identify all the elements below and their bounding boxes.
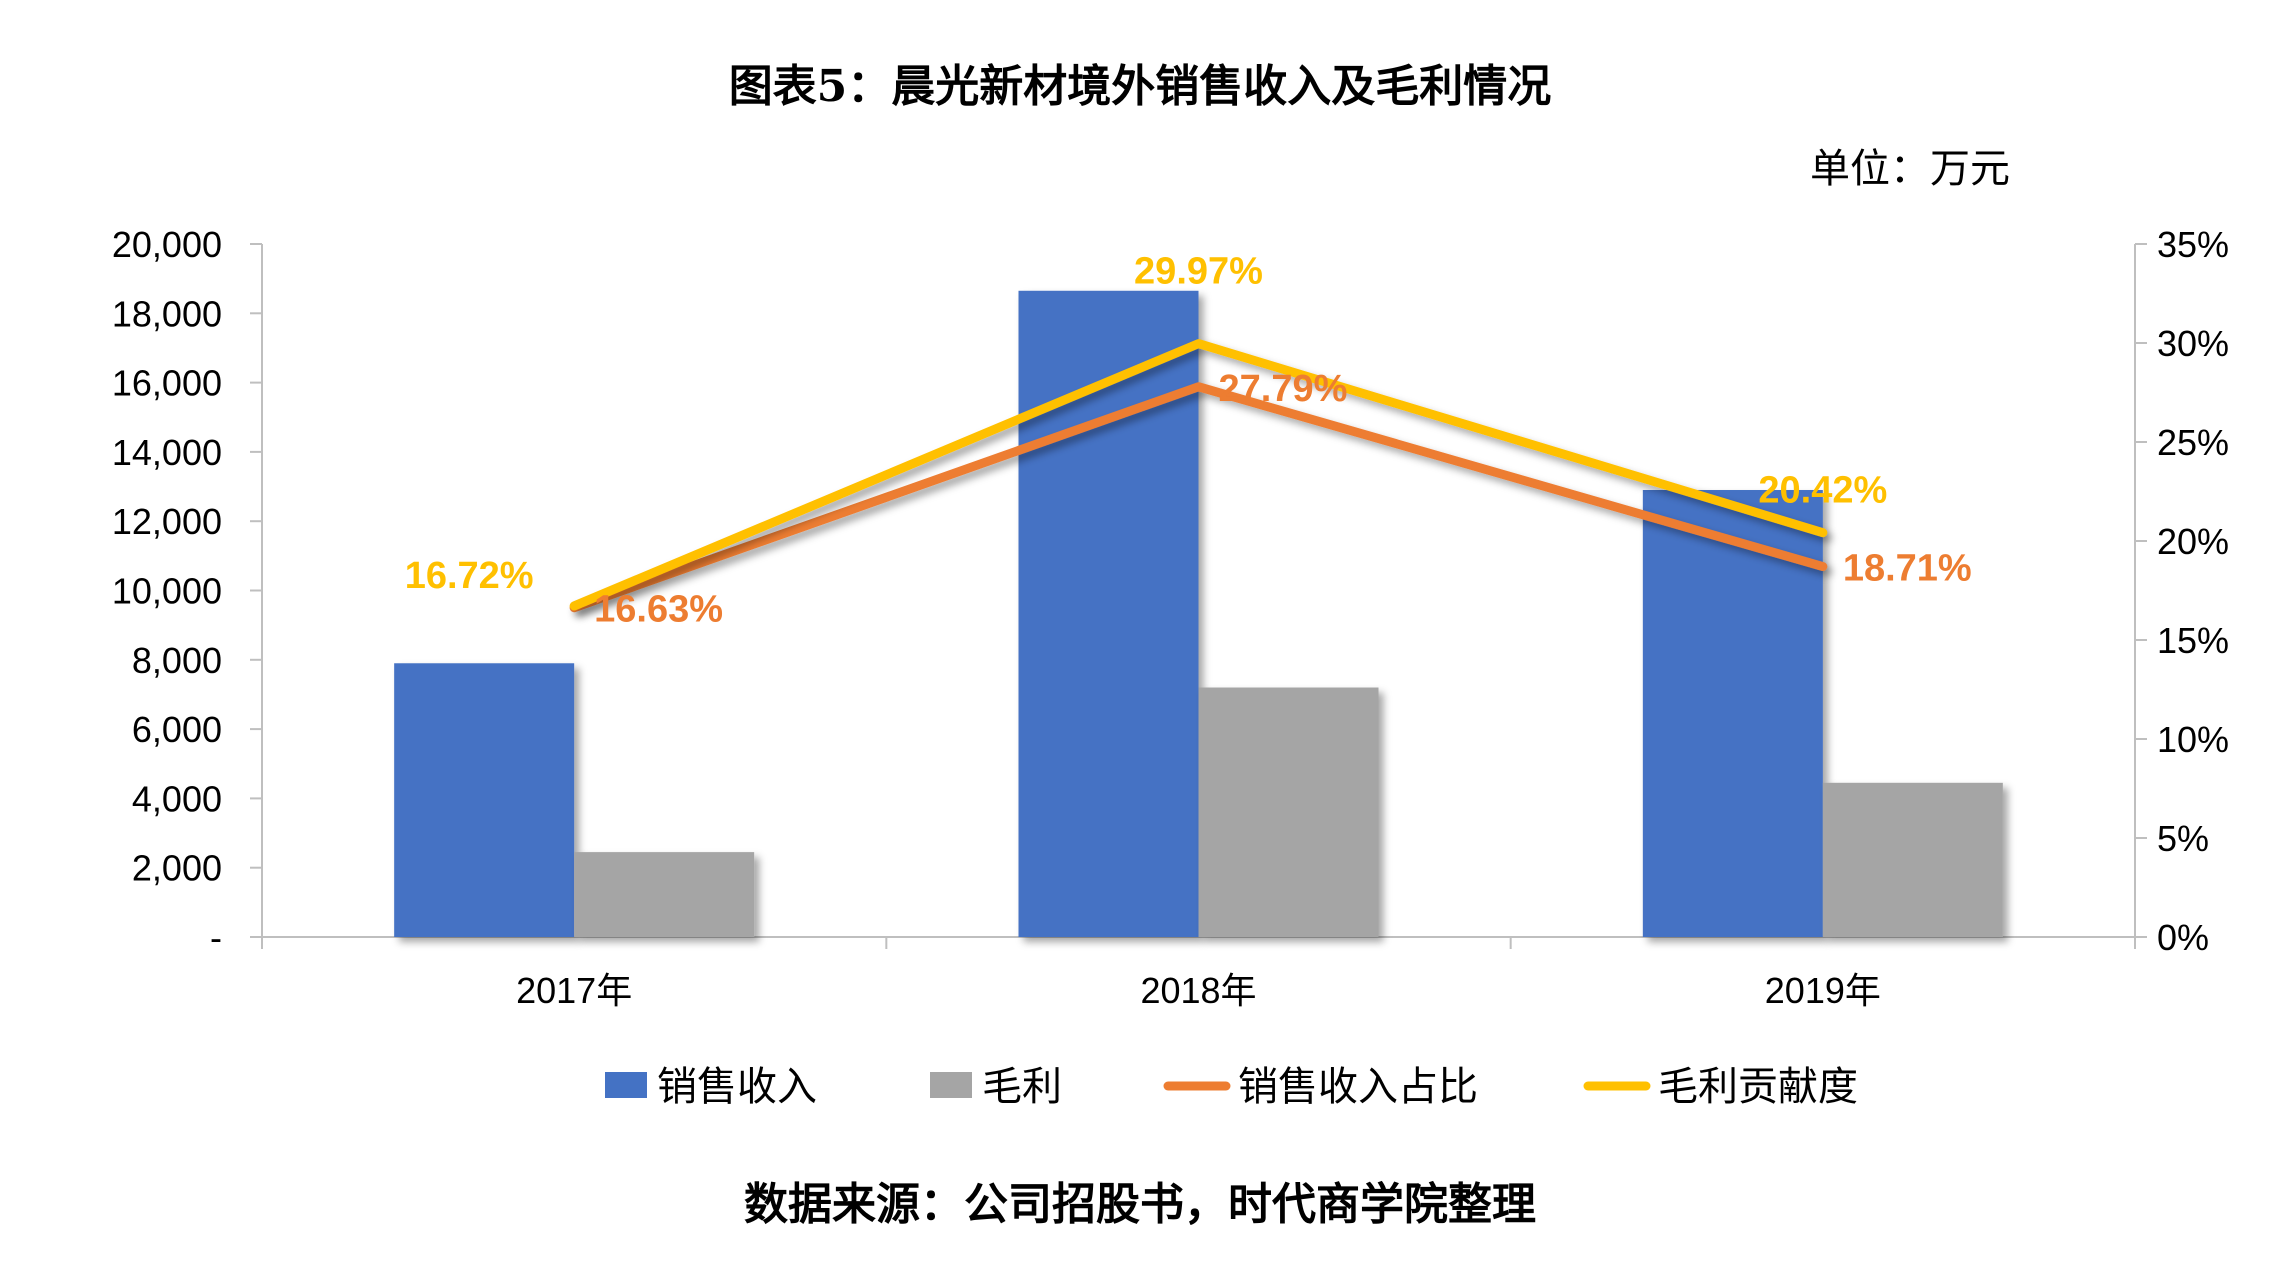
data-label-revenue-share: 16.63% [594, 589, 723, 631]
right-tick-label: 5% [2157, 818, 2209, 859]
left-tick-label: 8,000 [132, 640, 222, 681]
left-tick-label: 14,000 [112, 432, 222, 473]
left-tick-label: 12,000 [112, 501, 222, 542]
right-tick-label: 35% [2157, 224, 2229, 265]
right-tick-label: 25% [2157, 422, 2229, 463]
left-tick-label: 10,000 [112, 571, 222, 612]
left-tick-label: 2,000 [132, 848, 222, 889]
bar-gross-profit [574, 852, 755, 937]
source-note: 数据来源：公司招股书，时代商学院整理 [744, 1179, 1536, 1230]
right-tick-label: 30% [2157, 323, 2229, 364]
line-point [572, 603, 577, 608]
line-point [1820, 564, 1825, 569]
left-tick-label: 4,000 [132, 778, 222, 819]
legend-label: 毛利贡献度 [1658, 1064, 1858, 1110]
bar-revenue [394, 663, 575, 937]
right-tick-label: 0% [2157, 917, 2209, 958]
legend-swatch [605, 1072, 647, 1098]
data-label-gross-profit-contribution: 20.42% [1758, 470, 1887, 512]
line-point [1820, 530, 1825, 535]
legend-label: 销售收入 [657, 1064, 817, 1110]
bar-gross-profit [1198, 687, 1379, 937]
data-label-gross-profit-contribution: 16.72% [405, 555, 534, 597]
data-label-gross-profit-contribution: 29.97% [1134, 251, 1263, 293]
right-tick-label: 15% [2157, 620, 2229, 661]
line-point [1196, 384, 1201, 389]
legend-swatch [930, 1072, 972, 1098]
data-label-revenue-share: 18.71% [1843, 548, 1972, 590]
bar-revenue [1642, 490, 1823, 937]
bar-gross-profit [1822, 782, 2003, 937]
x-tick-label: 2018年 [1140, 970, 1256, 1011]
left-tick-label: 6,000 [132, 709, 222, 750]
x-tick-label: 2019年 [1765, 970, 1881, 1011]
x-tick-label: 2017年 [516, 970, 632, 1011]
unit-label: 单位：万元 [1810, 146, 2010, 192]
data-label-revenue-share: 27.79% [1219, 368, 1348, 410]
left-tick-label: 18,000 [112, 293, 222, 334]
bar-revenue [1018, 290, 1199, 938]
line-point [1196, 341, 1201, 346]
left-tick-label: - [210, 917, 222, 958]
left-tick-label: 20,000 [112, 224, 222, 265]
right-tick-label: 10% [2157, 719, 2229, 760]
left-tick-label: 16,000 [112, 363, 222, 404]
legend-label: 销售收入占比 [1238, 1064, 1478, 1110]
chart-title: 图表5：晨光新材境外销售收入及毛利情况 [728, 61, 1552, 112]
right-tick-label: 20% [2157, 521, 2229, 562]
legend-label: 毛利 [982, 1064, 1062, 1110]
